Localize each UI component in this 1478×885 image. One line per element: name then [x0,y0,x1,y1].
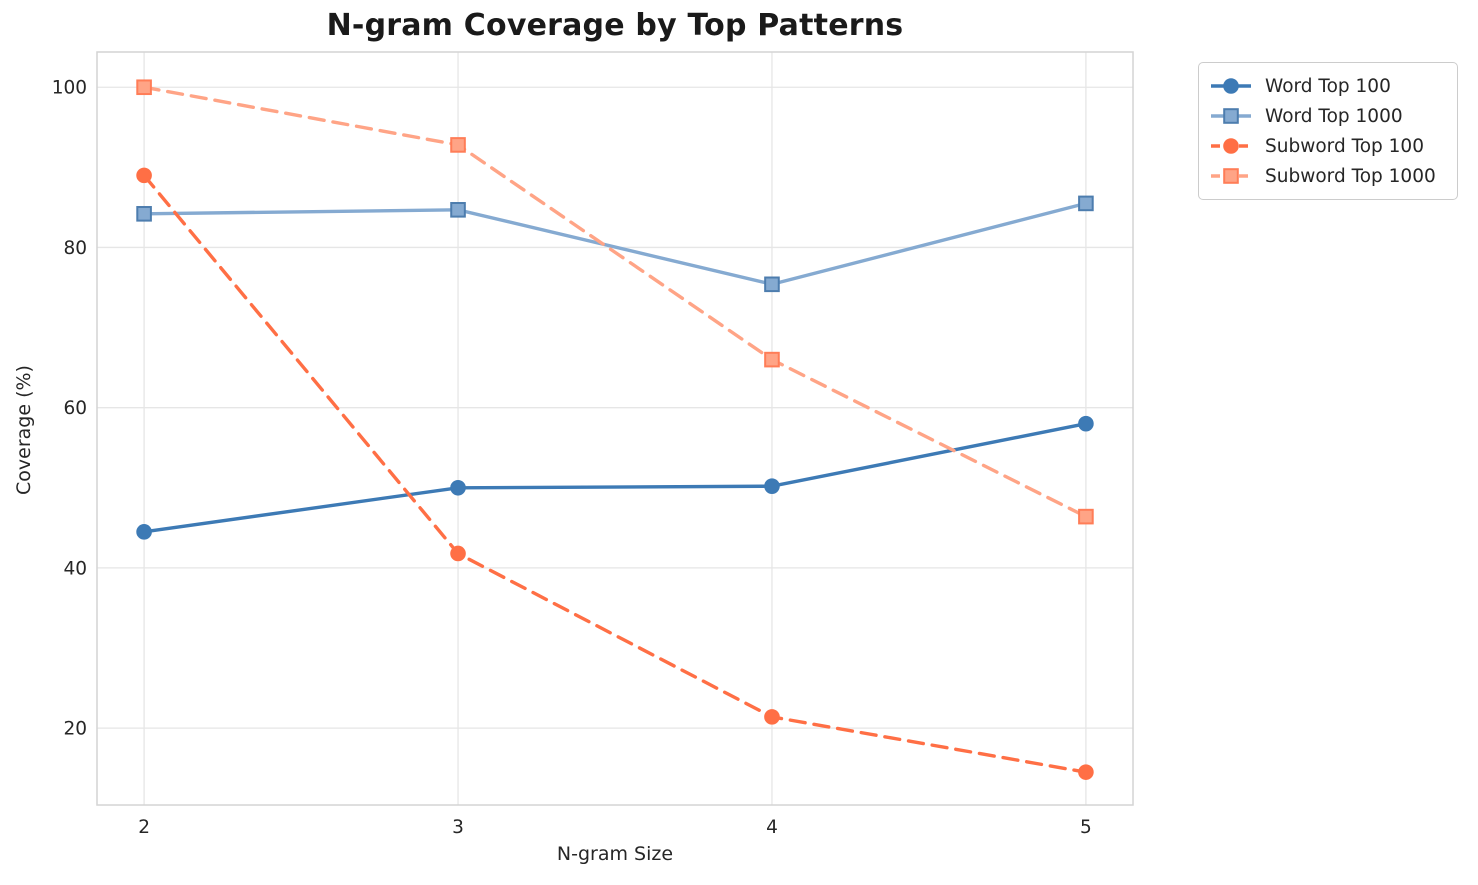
series-line-word-top-100 [142,422,1088,534]
series-subword-top-1000 [136,79,1094,525]
legend-label: Subword Top 1000 [1265,165,1436,187]
plot-border [96,51,1134,806]
legend-swatch-subword-top-100 [1211,138,1251,154]
data-point-word-top-100 [1078,415,1094,432]
data-point-subword-top-100 [1078,764,1094,780]
data-point-subword-top-1000 [1078,508,1094,525]
data-point-subword-top-100 [450,545,466,562]
data-point-subword-top-1000 [136,79,152,96]
legend-label: Subword Top 100 [1265,135,1424,157]
x-axis-label: N-gram Size [556,843,674,865]
y-tick-label: 20 [63,719,87,740]
circle-marker-icon [1223,138,1239,154]
circle-marker-icon [1223,78,1239,94]
data-point-subword-top-1000 [764,351,780,368]
series-line-word-top-1000 [142,201,1088,287]
y-tick-label: 100 [52,78,87,99]
legend-swatch-subword-top-1000 [1211,168,1251,184]
data-point-subword-top-100 [136,167,152,184]
data-point-word-top-100 [764,478,780,494]
legend-label: Word Top 1000 [1265,105,1403,127]
legend-item-subword-top-1000: Subword Top 1000 [1209,161,1447,191]
series-word-top-100 [136,415,1094,540]
data-point-subword-top-1000 [450,137,466,153]
square-marker-icon [1223,108,1239,124]
y-axis-label: Coverage (%) [13,365,35,495]
data-point-word-top-1000 [764,276,780,293]
chart-title: N-gram Coverage by Top Patterns [326,8,904,43]
x-tick-label: 4 [766,817,778,838]
square-marker-icon [1223,168,1239,184]
x-tick-label: 3 [452,817,464,838]
data-point-word-top-1000 [450,202,466,218]
data-point-word-top-1000 [1078,195,1094,212]
x-tick-label: 2 [138,817,150,838]
series-line-subword-top-100 [142,173,1088,774]
legend-swatch-word-top-100 [1211,78,1251,94]
series-word-top-1000 [136,195,1094,293]
legend: Word Top 100 Word Top 1000 Subword Top 100… [1198,62,1458,200]
data-point-subword-top-100 [764,709,780,725]
y-tick-label: 80 [63,238,87,259]
series-subword-top-100 [136,167,1094,780]
y-tick-label: 60 [63,398,87,419]
legend-item-word-top-1000: Word Top 1000 [1209,101,1447,131]
legend-swatch-word-top-1000 [1211,108,1251,124]
data-point-word-top-100 [450,479,466,496]
legend-item-word-top-100: Word Top 100 [1209,71,1447,101]
x-tick-label: 5 [1080,817,1092,838]
legend-label: Word Top 100 [1265,75,1391,97]
legend-item-subword-top-100: Subword Top 100 [1209,131,1447,161]
data-point-word-top-1000 [136,206,152,222]
data-point-word-top-100 [136,524,152,540]
series-line-subword-top-1000 [142,85,1088,519]
y-tick-label: 40 [63,558,87,579]
